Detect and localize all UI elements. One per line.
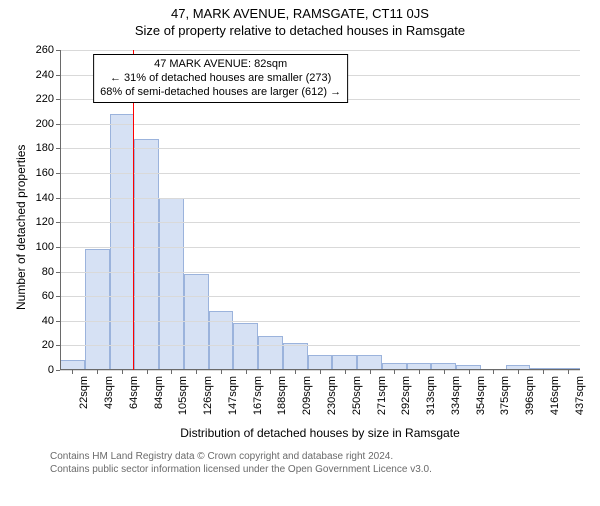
histogram-bar [184,274,209,370]
x-tick-label: 188sqm [274,376,288,415]
histogram-bar [283,343,308,370]
x-tick-label: 271sqm [374,376,388,415]
grid-line [60,124,580,125]
attribution: Contains HM Land Registry data © Crown c… [0,450,600,476]
x-tick-label: 437sqm [572,376,586,415]
annotation-line-2: ← 31% of detached houses are smaller (27… [100,72,341,86]
x-tick-mark [97,370,98,374]
x-tick-label: 396sqm [522,376,536,415]
x-tick-mark [543,370,544,374]
x-tick-label: 230sqm [324,376,338,415]
grid-line [60,345,580,346]
y-axis-title: Number of detached properties [14,145,28,310]
x-tick-mark [171,370,172,374]
x-tick-label: 126sqm [200,376,214,415]
annotation-box: 47 MARK AVENUE: 82sqm ← 31% of detached … [93,54,348,103]
histogram-bar [431,363,456,370]
x-tick-label: 313sqm [423,376,437,415]
x-tick-mark [469,370,470,374]
x-tick-label: 167sqm [250,376,264,415]
x-tick-label: 64sqm [126,376,140,409]
x-tick-mark [72,370,73,374]
x-tick-mark [370,370,371,374]
histogram-bar [110,114,135,370]
histogram-bar [85,249,110,370]
x-tick-label: 375sqm [497,376,511,415]
histogram-chart: 020406080100120140160180200220240260 22s… [60,50,580,370]
x-tick-mark [394,370,395,374]
x-tick-mark [221,370,222,374]
y-tick-label: 220 [36,93,60,105]
histogram-bar [407,363,432,370]
y-tick-label: 140 [36,192,60,204]
grid-line [60,222,580,223]
x-tick-mark [270,370,271,374]
x-tick-label: 84sqm [151,376,165,409]
x-tick-label: 22sqm [76,376,90,409]
y-tick-label: 200 [36,118,60,130]
x-tick-label: 209sqm [299,376,313,415]
grid-line [60,148,580,149]
grid-line [60,247,580,248]
y-tick-label: 160 [36,167,60,179]
y-tick-label: 260 [36,44,60,56]
x-tick-mark [295,370,296,374]
histogram-bar [357,355,382,370]
x-tick-label: 105sqm [175,376,189,415]
x-tick-mark [493,370,494,374]
y-tick-label: 180 [36,142,60,154]
annotation-line-3: 68% of semi-detached houses are larger (… [100,86,341,100]
x-tick-mark [147,370,148,374]
histogram-bar [258,336,283,370]
grid-line [60,198,580,199]
x-tick-mark [345,370,346,374]
histogram-bar [332,355,357,370]
grid-line [60,173,580,174]
grid-line [60,296,580,297]
grid-line [60,272,580,273]
y-tick-label: 0 [48,364,60,376]
y-tick-label: 40 [42,315,60,327]
x-tick-mark [518,370,519,374]
grid-line [60,50,580,51]
y-tick-label: 100 [36,241,60,253]
annotation-line-1: 47 MARK AVENUE: 82sqm [100,58,341,72]
histogram-bar [233,323,258,370]
y-tick-label: 80 [42,266,60,278]
attribution-line-2: Contains public sector information licen… [50,463,600,476]
x-tick-mark [320,370,321,374]
grid-line [60,321,580,322]
x-tick-label: 334sqm [448,376,462,415]
x-tick-mark [196,370,197,374]
x-tick-mark [568,370,569,374]
x-tick-label: 43sqm [101,376,115,409]
x-tick-label: 250sqm [349,376,363,415]
x-tick-mark [122,370,123,374]
histogram-bar [159,198,184,370]
y-tick-label: 240 [36,69,60,81]
histogram-bar [382,363,407,370]
attribution-line-1: Contains HM Land Registry data © Crown c… [50,450,600,463]
x-tick-label: 147sqm [225,376,239,415]
x-tick-label: 354sqm [473,376,487,415]
y-tick-label: 120 [36,216,60,228]
y-tick-label: 20 [42,339,60,351]
x-tick-label: 416sqm [547,376,561,415]
x-axis-title: Distribution of detached houses by size … [180,426,460,440]
x-tick-mark [444,370,445,374]
page-subtitle: Size of property relative to detached ho… [0,23,600,38]
page-title: 47, MARK AVENUE, RAMSGATE, CT11 0JS [0,6,600,21]
x-tick-label: 292sqm [398,376,412,415]
histogram-bar [308,355,333,370]
x-tick-mark [419,370,420,374]
x-tick-mark [246,370,247,374]
histogram-bar [60,360,85,370]
y-tick-label: 60 [42,290,60,302]
